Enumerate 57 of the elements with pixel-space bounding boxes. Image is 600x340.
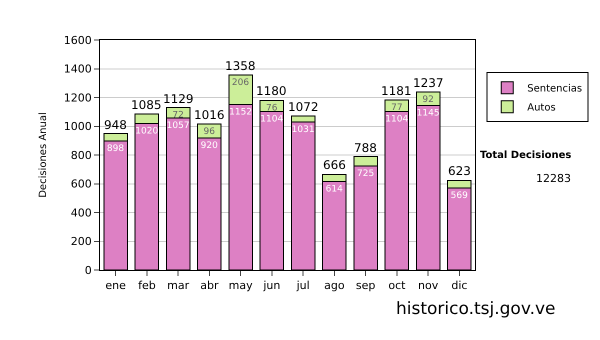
x-tick-label: jul — [296, 279, 310, 292]
y-tick-label: 800 — [70, 148, 92, 162]
y-tick-label: 1000 — [64, 120, 92, 134]
total-label: 1085 — [131, 98, 162, 112]
x-tick-label: ago — [324, 279, 345, 292]
legend-label: Sentencias — [527, 84, 582, 95]
x-tick-label: ene — [105, 279, 126, 292]
total-label: 623 — [448, 164, 471, 178]
x-tick-label: jun — [262, 279, 280, 292]
data-label: 92 — [422, 95, 434, 106]
x-tick-label: mar — [167, 279, 190, 292]
total-label: 788 — [354, 141, 377, 155]
total-label: 1358 — [225, 59, 256, 73]
data-label: 1104 — [385, 114, 408, 124]
y-tick-label: 600 — [70, 178, 92, 191]
y-tick-label: 400 — [70, 206, 92, 220]
total-label: 1072 — [288, 100, 319, 114]
y-tick-label: 1200 — [64, 91, 92, 104]
x-tick-label: oct — [388, 279, 406, 292]
data-label: 1057 — [166, 121, 190, 132]
total-label: 1016 — [194, 108, 225, 122]
text: historico.tsj.gov.ve — [396, 299, 556, 319]
data-label: 96 — [204, 126, 216, 137]
data-label: 206 — [232, 78, 250, 88]
data-label: 1020 — [135, 126, 158, 136]
data-label: 1145 — [416, 108, 440, 118]
data-label: 569 — [450, 191, 468, 202]
data-label: 77 — [391, 103, 403, 114]
y-tick-label: 1600 — [64, 34, 92, 47]
total-label: 948 — [104, 118, 127, 132]
data-label: 920 — [200, 140, 218, 151]
data-label: 725 — [357, 168, 374, 179]
data-label: 1152 — [229, 107, 252, 118]
total-label: 1237 — [413, 76, 444, 90]
x-tick-label: dic — [451, 279, 468, 292]
data-label: 898 — [106, 144, 124, 154]
x-tick-label: nov — [418, 279, 439, 292]
data-label: 1031 — [292, 124, 315, 135]
data-label: 72 — [172, 110, 184, 121]
data-label: 1104 — [260, 114, 284, 124]
x-tick-label: may — [228, 279, 254, 292]
data-label: 614 — [326, 184, 344, 195]
text: 12283 — [536, 172, 571, 185]
total-label: 1181 — [381, 84, 412, 98]
y-tick-label: 1400 — [64, 62, 92, 76]
y-tick-label: 200 — [70, 235, 92, 248]
text: Total Decisiones — [480, 150, 572, 161]
total-label: 1180 — [256, 84, 287, 98]
y-tick-label: 0 — [84, 264, 92, 277]
total-label: 1129 — [163, 92, 194, 106]
data-label: 76 — [266, 103, 278, 114]
x-tick-label: abr — [200, 279, 219, 292]
y-axis-title: Decisiones Anual — [38, 112, 49, 198]
x-tick-label: sep — [356, 279, 376, 292]
legend-label: Autos — [527, 102, 556, 114]
total-label: 666 — [323, 158, 346, 172]
x-tick-label: feb — [138, 279, 156, 292]
